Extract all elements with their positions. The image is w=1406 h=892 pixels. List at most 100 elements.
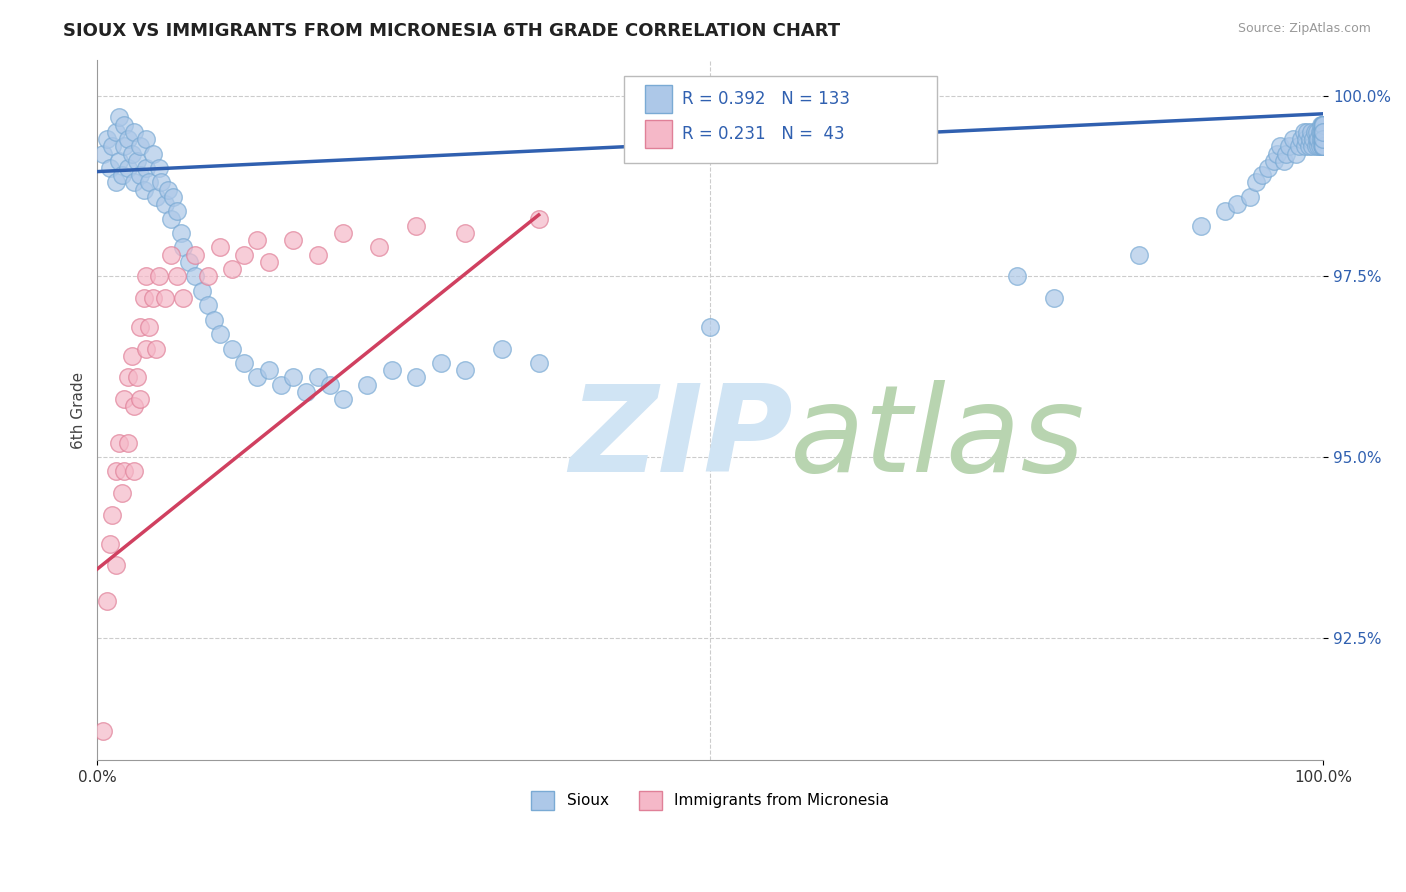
Point xyxy=(129,392,152,406)
Point xyxy=(179,255,201,269)
Point xyxy=(117,161,139,175)
Point xyxy=(1275,146,1298,161)
Point xyxy=(1299,125,1322,139)
Point xyxy=(1312,118,1334,132)
Point xyxy=(405,219,427,233)
Point xyxy=(1312,118,1334,132)
Point xyxy=(108,153,131,168)
Point xyxy=(112,139,135,153)
Point xyxy=(1312,139,1334,153)
Point xyxy=(150,176,173,190)
Point xyxy=(257,255,280,269)
Point xyxy=(1303,125,1326,139)
Text: SIOUX VS IMMIGRANTS FROM MICRONESIA 6TH GRADE CORRELATION CHART: SIOUX VS IMMIGRANTS FROM MICRONESIA 6TH … xyxy=(63,22,841,40)
Point xyxy=(153,291,176,305)
Point xyxy=(129,168,152,182)
Point xyxy=(184,269,207,284)
Point xyxy=(1309,125,1331,139)
Point xyxy=(1312,132,1334,146)
Point xyxy=(138,319,160,334)
Point xyxy=(1312,132,1334,146)
Point xyxy=(1312,132,1334,146)
Point xyxy=(93,146,115,161)
Point xyxy=(1312,125,1334,139)
Point xyxy=(160,211,183,226)
Point xyxy=(160,247,183,261)
Point xyxy=(1299,132,1322,146)
Point xyxy=(129,139,152,153)
Point xyxy=(283,233,305,247)
Point xyxy=(356,377,378,392)
Point xyxy=(101,139,124,153)
Point xyxy=(1312,132,1334,146)
Point xyxy=(111,168,134,182)
Point xyxy=(112,464,135,478)
Point xyxy=(104,125,127,139)
Point xyxy=(122,125,145,139)
Point xyxy=(270,377,292,392)
Point xyxy=(1278,139,1301,153)
Point xyxy=(166,269,188,284)
Point xyxy=(153,197,176,211)
Point xyxy=(112,118,135,132)
Point xyxy=(246,370,269,384)
Point xyxy=(1226,197,1249,211)
Point xyxy=(1312,132,1334,146)
Point xyxy=(125,153,148,168)
Point xyxy=(246,233,269,247)
Point xyxy=(699,319,721,334)
Point xyxy=(141,291,163,305)
Point xyxy=(1295,132,1317,146)
Point xyxy=(527,211,550,226)
Point xyxy=(221,262,243,277)
Point xyxy=(1312,132,1334,146)
Point xyxy=(1312,139,1334,153)
Point xyxy=(122,176,145,190)
Text: R = 0.392   N = 133: R = 0.392 N = 133 xyxy=(682,90,851,108)
Point xyxy=(117,370,139,384)
Point xyxy=(1265,146,1288,161)
Point xyxy=(233,356,256,370)
Point xyxy=(1305,139,1327,153)
Point xyxy=(1309,139,1331,153)
Point xyxy=(1312,139,1334,153)
Point xyxy=(117,435,139,450)
Point xyxy=(1296,125,1319,139)
Point xyxy=(117,132,139,146)
Point xyxy=(1310,132,1333,146)
Point xyxy=(1292,125,1315,139)
Point xyxy=(1244,176,1267,190)
Point xyxy=(381,363,404,377)
Point xyxy=(197,269,219,284)
Point xyxy=(1306,125,1329,139)
Point xyxy=(98,536,121,550)
Point xyxy=(1189,219,1212,233)
Point xyxy=(307,247,329,261)
Point xyxy=(405,370,427,384)
Point xyxy=(1309,132,1331,146)
Point xyxy=(1294,139,1316,153)
Point xyxy=(1312,118,1334,132)
Point xyxy=(148,269,170,284)
Point xyxy=(527,356,550,370)
Point xyxy=(257,363,280,377)
Point xyxy=(1312,139,1334,153)
Point xyxy=(108,435,131,450)
Point xyxy=(1312,118,1334,132)
Point xyxy=(1312,118,1334,132)
Point xyxy=(368,240,391,254)
Text: atlas: atlas xyxy=(790,379,1085,497)
Point xyxy=(1289,132,1312,146)
Point xyxy=(1312,125,1334,139)
Point xyxy=(1042,291,1064,305)
Point xyxy=(135,269,157,284)
Point xyxy=(104,176,127,190)
Point xyxy=(1270,139,1292,153)
Point xyxy=(132,183,155,197)
Point xyxy=(1312,125,1334,139)
Text: Source: ZipAtlas.com: Source: ZipAtlas.com xyxy=(1237,22,1371,36)
Point xyxy=(319,377,342,392)
Point xyxy=(1251,168,1274,182)
Point xyxy=(1309,125,1331,139)
Point xyxy=(1312,125,1334,139)
